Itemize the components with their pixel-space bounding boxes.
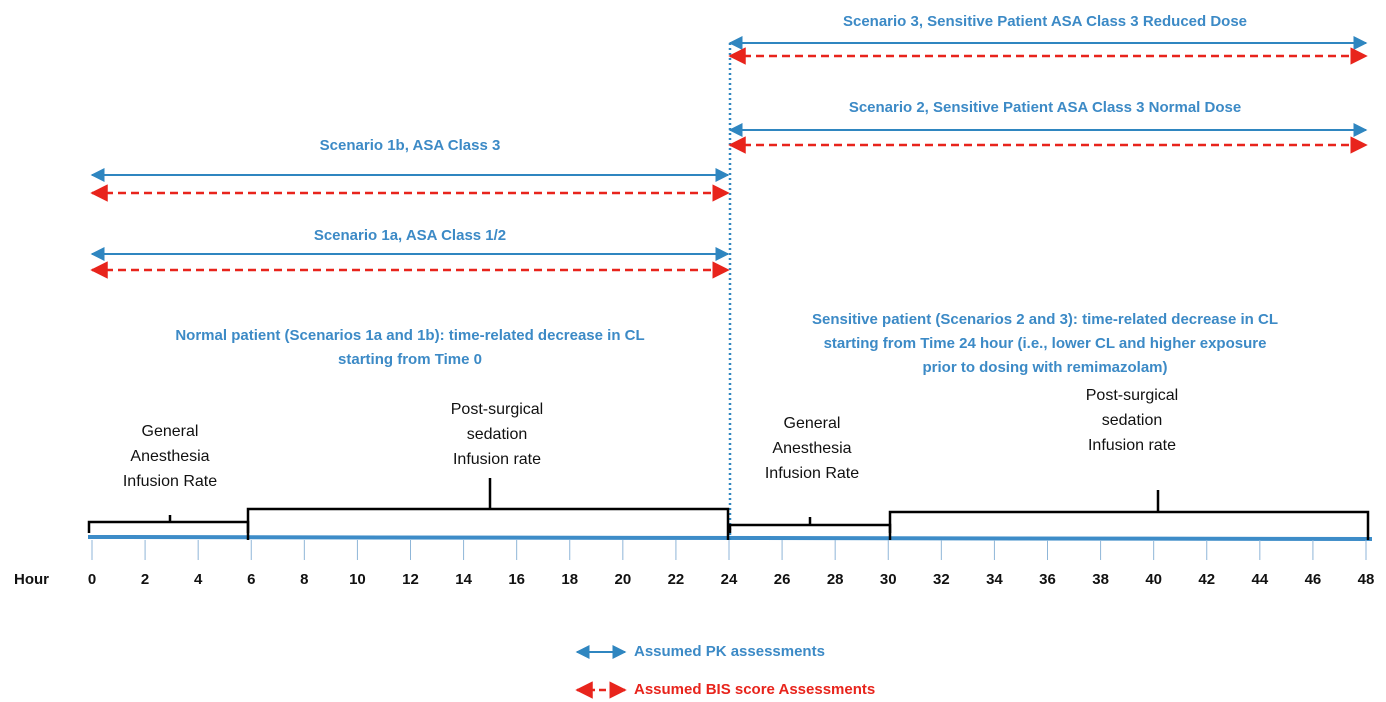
tick-label: 6 (247, 571, 255, 588)
tick-label: 16 (508, 571, 525, 588)
tick-label: 18 (561, 571, 578, 588)
legend-label: Assumed PK assessments (634, 643, 825, 660)
tick-label: 30 (880, 571, 897, 588)
tick-label: 24 (721, 571, 738, 588)
tick-label: 34 (986, 571, 1003, 588)
phase-bracket (246, 478, 730, 540)
scenario-label: Scenario 2, Sensitive Patient ASA Class … (849, 99, 1241, 116)
note-line: starting from Time 24 hour (i.e., lower … (824, 335, 1267, 352)
phase-label: Anesthesia (130, 448, 209, 465)
tick-label: 36 (1039, 571, 1056, 588)
phase-bracket (888, 490, 1370, 540)
legend-label: Assumed BIS score Assessments (634, 681, 875, 698)
phase-label: Infusion rate (1088, 437, 1176, 454)
scenario-label: Scenario 3, Sensitive Patient ASA Class … (843, 13, 1247, 30)
tick-label: 40 (1145, 571, 1162, 588)
tick-label: 14 (455, 571, 472, 588)
note-line: starting from Time 0 (338, 351, 482, 368)
phase-label: General (142, 423, 199, 440)
tick-label: 10 (349, 571, 366, 588)
tick-label: 42 (1198, 571, 1215, 588)
note-line: Sensitive patient (Scenarios 2 and 3): t… (812, 311, 1278, 328)
phase-label: Infusion rate (453, 451, 541, 468)
tick-label: 44 (1251, 571, 1268, 588)
phase-label: Infusion Rate (123, 473, 217, 490)
phase-label: Post-surgical (451, 401, 543, 418)
tick-label: 48 (1358, 571, 1375, 588)
scenario-label: Scenario 1b, ASA Class 3 (320, 137, 501, 154)
tick-label: 0 (88, 571, 96, 588)
scenario-label: Scenario 1a, ASA Class 1/2 (314, 227, 506, 244)
tick-label: 32 (933, 571, 950, 588)
tick-label: 26 (774, 571, 791, 588)
tick-label: 46 (1305, 571, 1322, 588)
tick-label: 20 (614, 571, 631, 588)
phase-label: General (784, 415, 841, 432)
axis-label: Hour (14, 571, 49, 588)
tick-label: 4 (194, 571, 203, 588)
phase-label: sedation (1102, 412, 1163, 429)
note-line: Normal patient (Scenarios 1a and 1b): ti… (175, 327, 644, 344)
tick-label: 28 (827, 571, 844, 588)
tick-label: 12 (402, 571, 419, 588)
tick-label: 8 (300, 571, 308, 588)
tick-label: 38 (1092, 571, 1109, 588)
phase-label: Anesthesia (772, 440, 851, 457)
phase-label: sedation (467, 426, 528, 443)
phase-label: Post-surgical (1086, 387, 1178, 404)
tick-label: 2 (141, 571, 149, 588)
tick-label: 22 (668, 571, 685, 588)
note-line: prior to dosing with remimazolam) (922, 359, 1167, 376)
phase-label: Infusion Rate (765, 465, 859, 482)
